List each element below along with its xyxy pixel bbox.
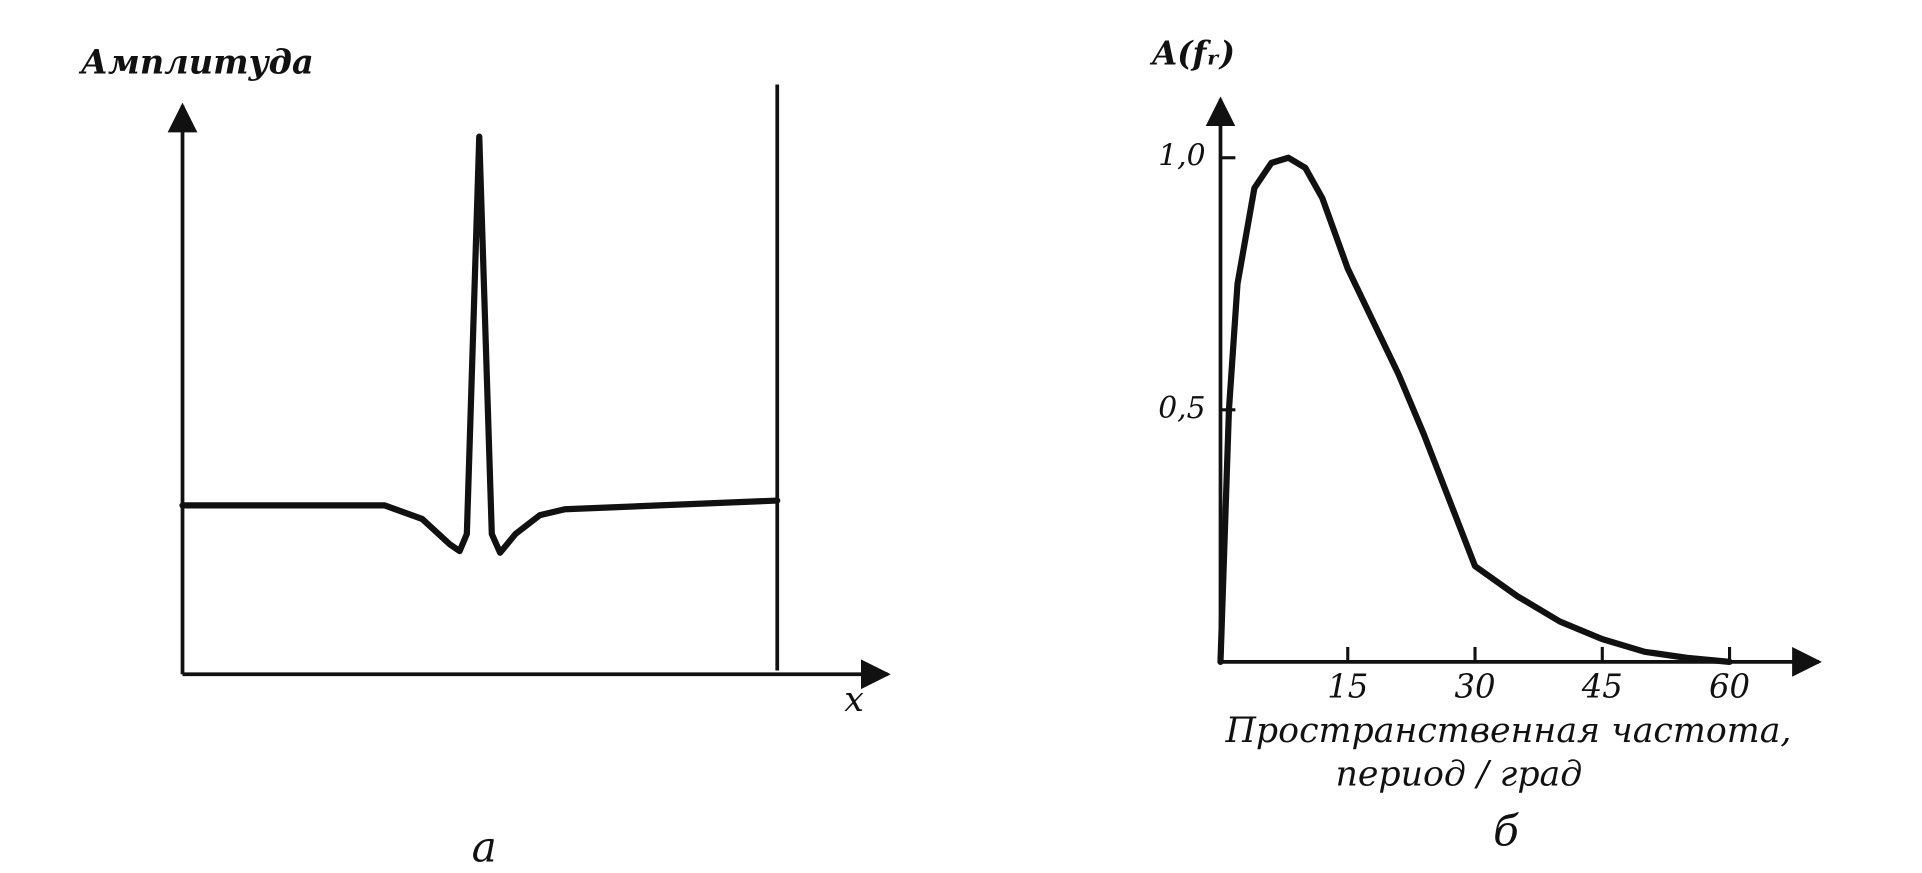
x-axis-label: Пространственная частота, (1225, 711, 1792, 751)
data-line (1217, 154, 1733, 665)
data-line (179, 133, 781, 556)
y-tick-label: 0,5 (1158, 391, 1205, 426)
caption: б (1493, 806, 1519, 855)
y-tick-label: 1,0 (1158, 139, 1205, 174)
x-tick-label: 60 (1709, 668, 1750, 706)
x-axis-label: период / град (1335, 755, 1582, 795)
y-axis-label: A(fᵣ) (1149, 34, 1235, 72)
x-tick-label: 15 (1327, 668, 1368, 706)
x-tick-label: 45 (1581, 668, 1623, 706)
x-tick-label: 30 (1454, 668, 1495, 706)
x-axis-label: x (844, 680, 864, 720)
y-axis-label: Амплитуда (78, 43, 314, 82)
caption: а (472, 823, 497, 872)
